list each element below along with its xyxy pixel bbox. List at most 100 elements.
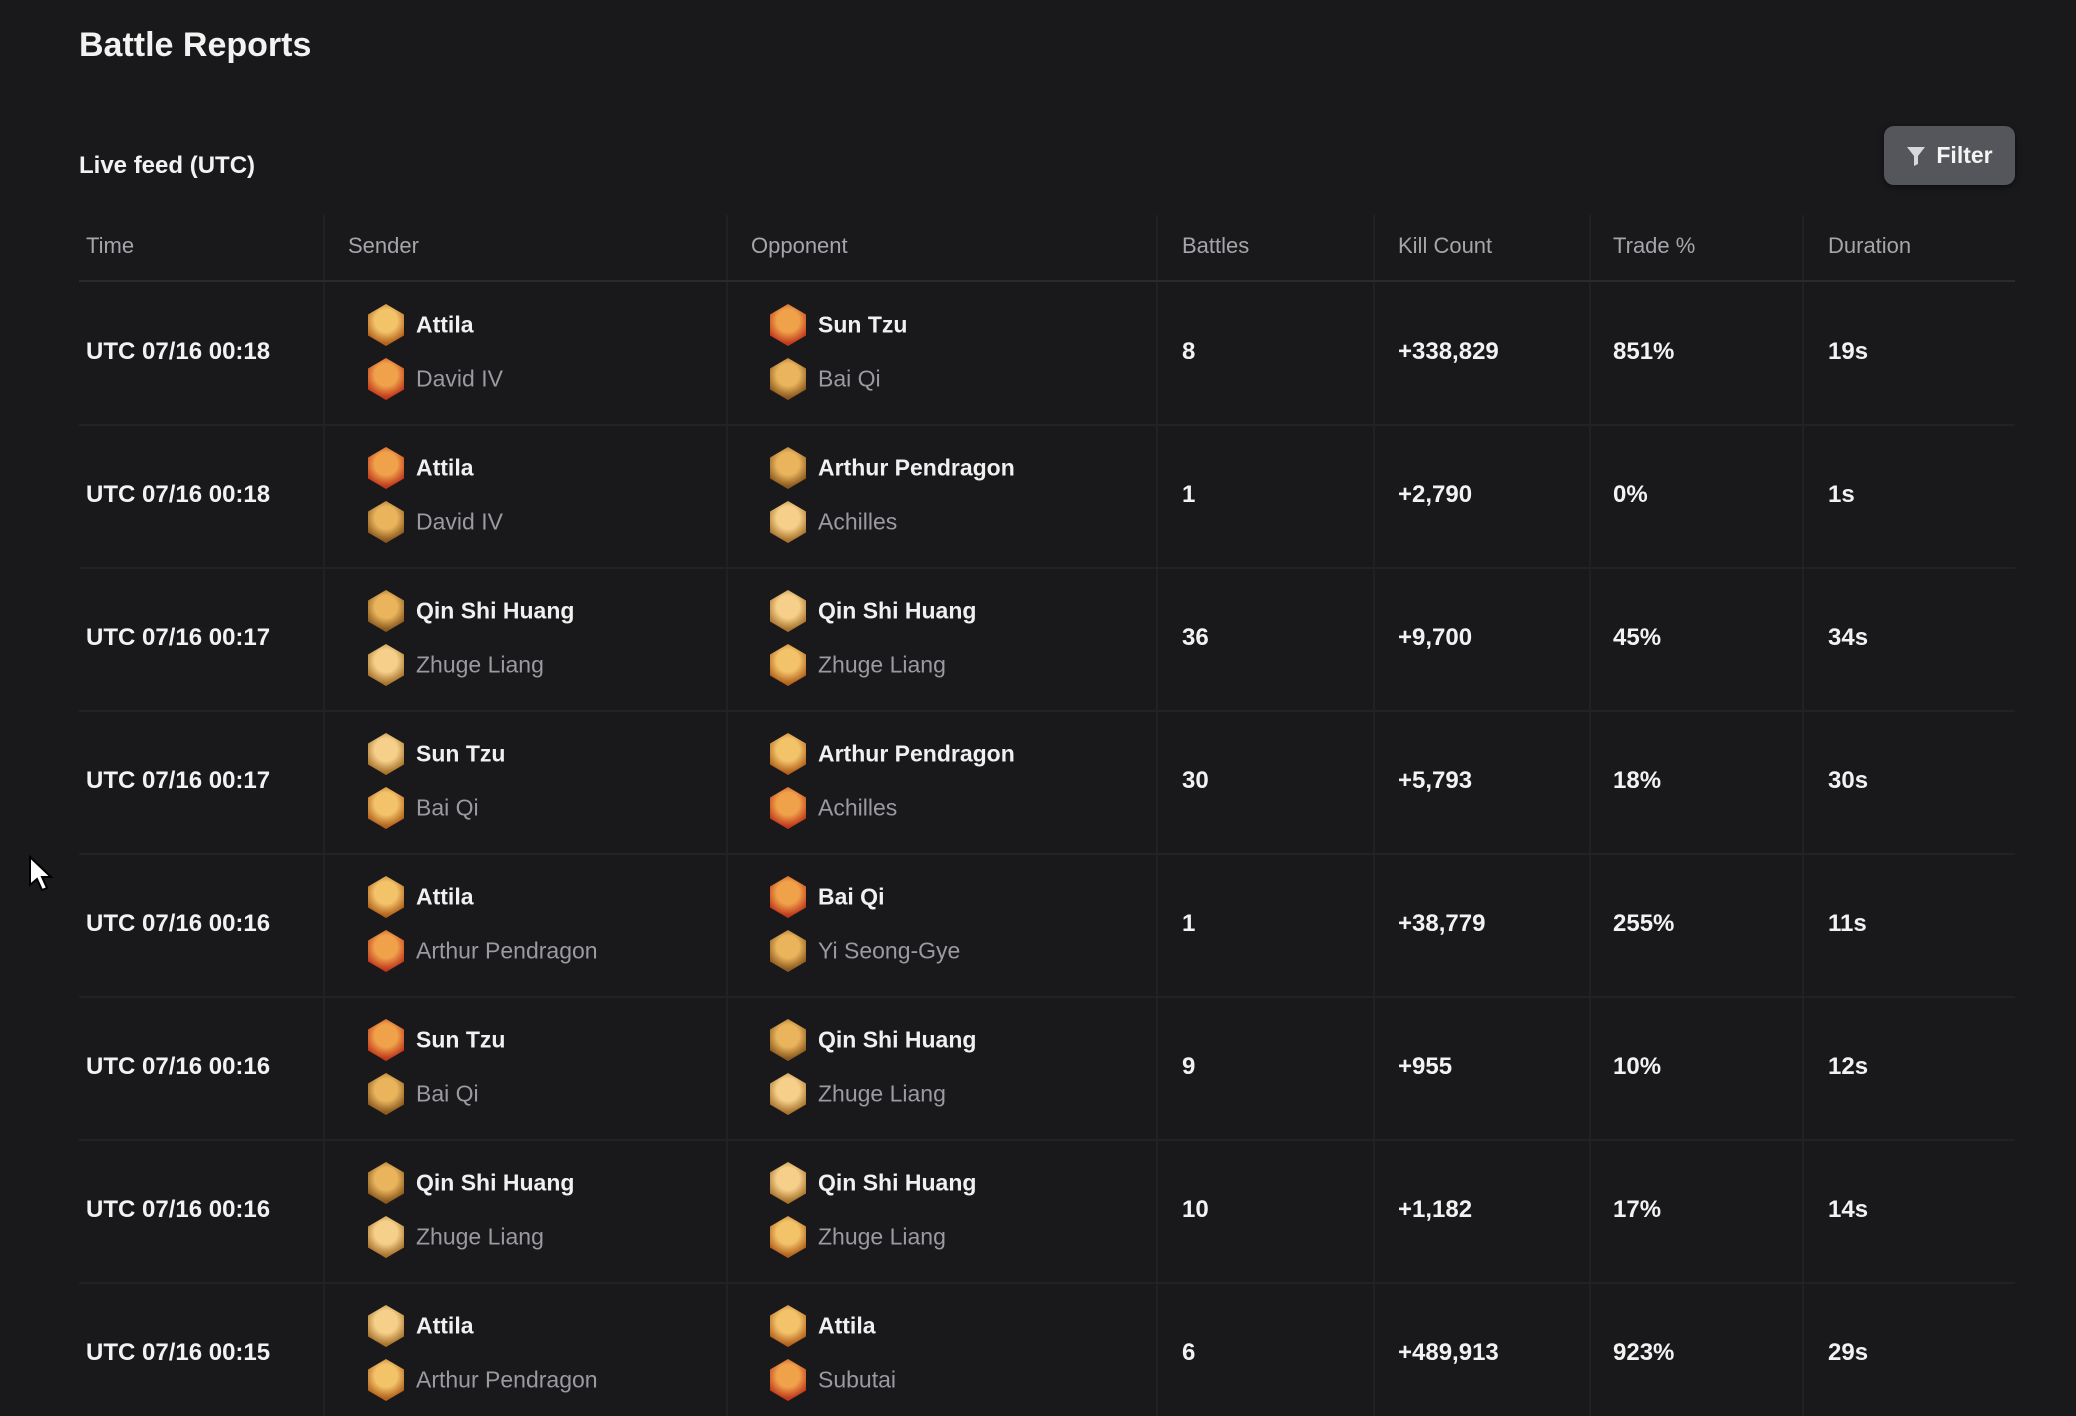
battles-cell: 1 — [1182, 910, 1196, 937]
opponent-hero-name: Arthur Pendragon — [818, 740, 1015, 767]
column-header: Duration — [1828, 233, 1912, 258]
filter-icon — [1907, 146, 1926, 166]
duration-cell: 34s — [1828, 624, 1869, 651]
hero-avatar — [368, 930, 404, 972]
duration-cell: 1s — [1828, 481, 1855, 508]
trade-cell: 851% — [1613, 338, 1675, 365]
page-title: Battle Reports — [79, 26, 312, 64]
column-header: Battles — [1182, 233, 1250, 258]
opponent-hero-name: Zhuge Liang — [818, 1080, 946, 1107]
time-cell: UTC 07/16 00:16 — [86, 1196, 271, 1223]
battles-cell: 10 — [1182, 1196, 1209, 1223]
trade-cell: 18% — [1613, 767, 1662, 794]
hero-avatar — [368, 304, 404, 346]
hero-avatar — [770, 447, 806, 489]
time-cell: UTC 07/16 00:17 — [86, 624, 271, 651]
sender-hero-name: Qin Shi Huang — [416, 597, 575, 624]
column-divider — [1156, 215, 1158, 1416]
hero-avatar — [368, 590, 404, 632]
hero-avatar — [770, 1019, 806, 1061]
battles-cell: 1 — [1182, 481, 1196, 508]
sender-hero-name: Bai Qi — [416, 794, 479, 821]
column-header: Time — [86, 233, 135, 258]
hero-avatar — [770, 1216, 806, 1258]
hero-avatar — [368, 1305, 404, 1347]
duration-cell: 14s — [1828, 1196, 1869, 1223]
hero-avatar — [368, 787, 404, 829]
duration-cell: 11s — [1828, 910, 1867, 937]
time-cell: UTC 07/16 00:16 — [86, 1053, 271, 1080]
trade-cell: 0% — [1613, 481, 1648, 508]
hero-avatar — [770, 501, 806, 543]
time-cell: UTC 07/16 00:15 — [86, 1339, 271, 1366]
hero-avatar — [368, 1359, 404, 1401]
sender-hero-name: Attila — [416, 311, 474, 338]
duration-cell: 30s — [1828, 767, 1869, 794]
hero-avatar — [770, 733, 806, 775]
opponent-hero-name: Qin Shi Huang — [818, 597, 977, 624]
duration-cell: 29s — [1828, 1339, 1869, 1366]
opponent-hero-name: Arthur Pendragon — [818, 454, 1015, 481]
column-header: Sender — [348, 233, 419, 258]
column-header: Trade % — [1613, 233, 1696, 258]
opponent-hero-name: Sun Tzu — [818, 311, 908, 338]
opponent-hero-name: Subutai — [818, 1366, 897, 1393]
hero-avatar — [368, 1216, 404, 1258]
hero-avatar — [368, 358, 404, 400]
row-divider — [79, 995, 2015, 998]
row-divider — [79, 1281, 2015, 1284]
sender-hero-name: David IV — [416, 508, 503, 535]
mouse-cursor — [29, 855, 54, 892]
hero-avatar — [770, 358, 806, 400]
hero-avatar — [368, 447, 404, 489]
column-divider — [726, 215, 728, 1416]
kill-count-cell: +338,829 — [1398, 338, 1499, 365]
sender-hero-name: Zhuge Liang — [416, 651, 544, 678]
filter-label: Filter — [1936, 142, 1993, 168]
sender-hero-name: Bai Qi — [416, 1080, 479, 1107]
time-cell: UTC 07/16 00:16 — [86, 910, 271, 937]
sender-hero-name: Attila — [416, 454, 474, 481]
filter-button[interactable]: Filter — [1884, 126, 2015, 185]
sender-hero-name: David IV — [416, 365, 503, 392]
row-divider — [79, 566, 2015, 569]
trade-cell: 17% — [1613, 1196, 1662, 1223]
column-divider — [1802, 215, 1804, 1416]
trade-cell: 923% — [1613, 1339, 1675, 1366]
sender-hero-name: Zhuge Liang — [416, 1223, 544, 1250]
opponent-hero-name: Zhuge Liang — [818, 651, 946, 678]
opponent-hero-name: Yi Seong-Gye — [818, 937, 961, 964]
battles-cell: 8 — [1182, 338, 1196, 365]
time-cell: UTC 07/16 00:17 — [86, 767, 271, 794]
hero-avatar — [770, 930, 806, 972]
row-divider — [79, 852, 2015, 855]
hero-avatar — [770, 1073, 806, 1115]
kill-count-cell: +955 — [1398, 1053, 1453, 1080]
row-divider — [79, 1138, 2015, 1141]
opponent-hero-name: Achilles — [818, 794, 898, 821]
hero-avatar — [368, 1073, 404, 1115]
kill-count-cell: +1,182 — [1398, 1196, 1473, 1223]
opponent-hero-name: Qin Shi Huang — [818, 1169, 977, 1196]
sender-hero-name: Attila — [416, 1312, 474, 1339]
opponent-hero-name: Bai Qi — [818, 883, 885, 910]
kill-count-cell: +38,779 — [1398, 910, 1486, 937]
sender-hero-name: Sun Tzu — [416, 1026, 506, 1053]
sender-hero-name: Arthur Pendragon — [416, 937, 598, 964]
trade-cell: 10% — [1613, 1053, 1662, 1080]
sender-hero-name: Attila — [416, 883, 474, 910]
battles-cell: 30 — [1182, 767, 1209, 794]
row-divider — [79, 423, 2015, 426]
hero-avatar — [368, 1019, 404, 1061]
sender-hero-name: Qin Shi Huang — [416, 1169, 575, 1196]
hero-avatar — [770, 304, 806, 346]
kill-count-cell: +9,700 — [1398, 624, 1473, 651]
opponent-hero-name: Achilles — [818, 508, 898, 535]
trade-cell: 255% — [1613, 910, 1675, 937]
hero-avatar — [770, 876, 806, 918]
sender-hero-name: Arthur Pendragon — [416, 1366, 598, 1393]
header-divider — [79, 280, 2015, 282]
hero-avatar — [368, 644, 404, 686]
